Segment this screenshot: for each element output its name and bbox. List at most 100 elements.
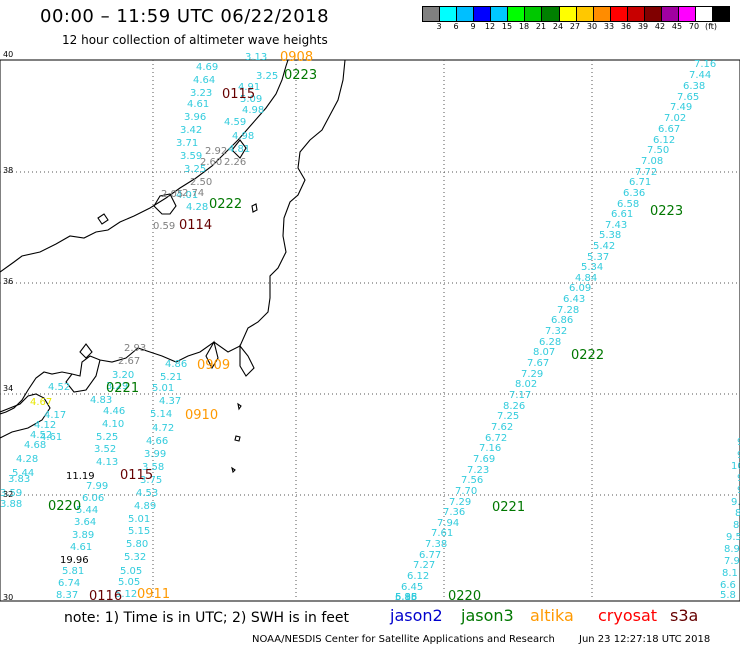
pass-time-label: 0114: [179, 218, 212, 233]
swh-label: 4.98: [242, 105, 264, 116]
swh-label: 2.93: [124, 343, 146, 354]
swh-label: 4.53: [136, 488, 158, 499]
swh-label: 6.86: [551, 315, 573, 326]
swh-label: 7.16: [479, 443, 501, 454]
swh-label: 6.71: [629, 177, 651, 188]
swh-label: 5.12: [115, 589, 137, 600]
swh-label: 7.29: [449, 497, 471, 508]
swh-label: 4.52: [48, 382, 70, 393]
swh-label: 7.61: [431, 528, 453, 539]
swh-label: 6.12: [407, 571, 429, 582]
swh-label: 9: [737, 437, 740, 448]
swh-label: 2.05: [161, 189, 183, 200]
swh-label: 6.61: [611, 209, 633, 220]
swh-label: 7.16: [694, 59, 716, 70]
swh-label: 7.27: [413, 560, 435, 571]
swh-label: 4.10: [102, 419, 124, 430]
swh-label: 5.01: [152, 383, 174, 394]
awaji-island: [79, 343, 93, 359]
swh-label: 4.59: [224, 117, 246, 128]
colorbar-label: 70: [688, 22, 700, 31]
swh-label: 3.75: [140, 475, 162, 486]
colorbar-label: 42: [654, 22, 666, 31]
swh-label: 4.86: [165, 359, 187, 370]
swh-label: 9.: [731, 497, 740, 508]
colorbar-swatch: [457, 7, 475, 21]
pass-time-label: 0909: [197, 358, 230, 373]
swh-label: 4.61: [40, 432, 62, 443]
colorbar-swatch: [525, 7, 543, 21]
credit-line: NOAA/NESDIS Center for Satellite Applica…: [252, 634, 555, 645]
swh-label: 4.28: [16, 454, 38, 465]
swh-label: 3.96: [184, 112, 206, 123]
swh-label: 5.25: [96, 432, 118, 443]
colorbar-swatch: [593, 7, 611, 21]
swh-label: 5.09: [240, 94, 262, 105]
legend-item-s3a: s3a: [670, 606, 699, 625]
swh-label: 4.83: [90, 395, 112, 406]
japan-coastline: [0, 59, 346, 474]
swh-label: 3.58: [142, 462, 164, 473]
colorbar-label: 45: [671, 22, 683, 31]
noto-peninsula: [153, 193, 177, 215]
swh-label: 6.77: [419, 550, 441, 561]
swh-label: 5.21: [160, 372, 182, 383]
chart-subtitle: 12 hour collection of altimeter wave hei…: [62, 33, 328, 47]
swh-label: 5.15: [128, 526, 150, 537]
swh-label: 6.58: [617, 199, 639, 210]
sado-island: [231, 139, 247, 159]
latitude-label: 34: [3, 384, 13, 393]
swh-label: 7.65: [677, 92, 699, 103]
swh-label: 6.45: [401, 582, 423, 593]
altimeter-map: 7.167.446.387.657.497.026.676.127.507.08…: [0, 50, 740, 605]
colorbar-swatch: [491, 7, 509, 21]
swh-label: 5.38: [599, 230, 621, 241]
swh-label: 7.94: [437, 518, 459, 529]
swh-label: 8.26: [503, 401, 525, 412]
swh-label: 7.50: [647, 145, 669, 156]
pass-time-label: 0910: [185, 408, 218, 423]
colorbar-label: 9: [470, 22, 476, 31]
swh-label: 11.19: [66, 471, 95, 482]
izu-islands: [231, 402, 242, 474]
swh-label: 4.64: [193, 75, 215, 86]
swh-label: 4.89: [134, 501, 156, 512]
colorbar-label: 12: [484, 22, 496, 31]
swh-label: 5.32: [124, 552, 146, 563]
swh-label: 5.81: [62, 566, 84, 577]
swh-label: 8.37: [56, 590, 78, 601]
latitude-label: 36: [3, 277, 13, 286]
swh-label: 2.60: [200, 157, 222, 168]
colorbar-swatch: [610, 7, 628, 21]
swh-label: 3.89: [72, 530, 94, 541]
swh-label: 7.49: [670, 102, 692, 113]
swh-label: 3.29: [106, 381, 128, 392]
swh-label: 6.28: [539, 337, 561, 348]
small-island: [251, 203, 258, 213]
colorbar-label: 30: [586, 22, 598, 31]
swh-label: 4.69: [196, 62, 218, 73]
swh-label: 4.52: [30, 430, 52, 441]
swh-label: 5.05: [120, 566, 142, 577]
swh-label: 2.92: [205, 146, 227, 157]
swh-label: 2.67: [118, 356, 140, 367]
latitude-label: 40: [3, 50, 13, 59]
longitude-label: 147: [585, 604, 600, 605]
swh-label: 8.9: [724, 544, 740, 555]
swh-label: 7.36: [443, 507, 465, 518]
swh-label: 4.81: [228, 144, 250, 155]
swh-label: 7.62: [491, 422, 513, 433]
colorbar-swatch: [713, 7, 730, 21]
swh-label: 7.23: [467, 465, 489, 476]
swh-label: 4.61: [70, 542, 92, 553]
swh-label: 4.01: [176, 190, 198, 201]
swh-label: 5.8: [720, 590, 736, 601]
swh-label: 5.85: [395, 592, 417, 603]
colorbar-label: 21: [535, 22, 547, 31]
swh-label: 0.59: [153, 221, 175, 232]
footer-note: note: 1) Time is in UTC; 2) SWH is in fe…: [64, 610, 350, 626]
swh-label: 4.37: [159, 396, 181, 407]
pass-time-label: 0220: [48, 499, 81, 514]
swh-label: 4.46: [103, 406, 125, 417]
swh-label: 6.36: [623, 188, 645, 199]
